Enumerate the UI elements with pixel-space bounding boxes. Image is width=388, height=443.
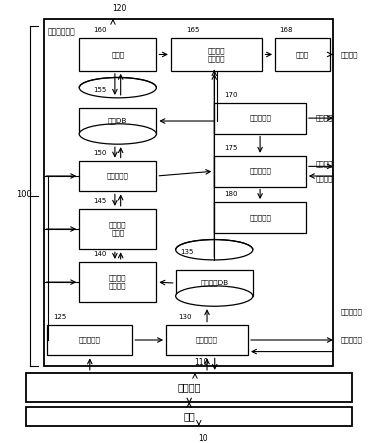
- Bar: [171, 38, 263, 71]
- Text: 提示部: 提示部: [296, 51, 309, 58]
- Ellipse shape: [79, 78, 156, 98]
- Text: 操作目标: 操作目标: [315, 115, 333, 121]
- Text: 模拟部: 模拟部: [111, 51, 124, 58]
- Text: 135: 135: [180, 249, 194, 255]
- Bar: [79, 108, 156, 134]
- Text: 候补DB: 候补DB: [108, 118, 128, 124]
- Text: 145: 145: [94, 198, 107, 204]
- Bar: [79, 160, 156, 191]
- Text: 155: 155: [94, 87, 107, 93]
- Text: 180: 180: [224, 191, 237, 197]
- Text: 异常性判断: 异常性判断: [341, 337, 362, 343]
- Ellipse shape: [79, 124, 156, 144]
- Text: 候补选择部: 候补选择部: [249, 168, 271, 175]
- Bar: [79, 209, 156, 249]
- Bar: [214, 202, 306, 233]
- Text: 设施: 设施: [183, 411, 195, 421]
- Text: 168: 168: [279, 27, 293, 33]
- Bar: [26, 407, 352, 426]
- Text: 125: 125: [53, 314, 66, 320]
- Text: 学习处理部: 学习处理部: [196, 337, 218, 343]
- Text: 10: 10: [198, 434, 208, 443]
- Text: 170: 170: [224, 92, 237, 98]
- Text: 控制辅助装置: 控制辅助装置: [47, 28, 75, 37]
- Text: 模拟异常
性推测部: 模拟异常 性推测部: [208, 47, 225, 62]
- Text: 结果输出: 结果输出: [341, 51, 358, 58]
- Text: 175: 175: [224, 145, 237, 151]
- Text: 异常性输出: 异常性输出: [341, 309, 362, 315]
- Text: 140: 140: [94, 251, 107, 257]
- Bar: [79, 262, 156, 303]
- Bar: [26, 373, 352, 402]
- Text: 候补输出: 候补输出: [315, 160, 333, 167]
- Bar: [176, 270, 253, 296]
- Text: 160: 160: [94, 27, 107, 33]
- Text: 130: 130: [178, 314, 192, 320]
- Bar: [47, 325, 132, 355]
- Bar: [275, 38, 330, 71]
- Text: 165: 165: [186, 27, 200, 33]
- Text: 数据取得部: 数据取得部: [79, 337, 101, 343]
- Ellipse shape: [176, 286, 253, 306]
- Bar: [43, 19, 333, 366]
- Text: 控制装置: 控制装置: [177, 382, 201, 392]
- Bar: [79, 38, 156, 71]
- Text: 目标取得部: 目标取得部: [249, 115, 271, 121]
- Text: 候补生成部: 候补生成部: [107, 173, 129, 179]
- Ellipse shape: [176, 240, 253, 260]
- Bar: [214, 156, 306, 187]
- Bar: [214, 103, 306, 133]
- Text: 主要原因
检测部: 主要原因 检测部: [109, 222, 126, 237]
- Bar: [166, 325, 248, 355]
- Text: 设施异常
性推测部: 设施异常 性推测部: [109, 275, 126, 289]
- Text: 110: 110: [194, 358, 208, 367]
- Text: 150: 150: [94, 150, 107, 156]
- Text: 120: 120: [112, 4, 126, 13]
- Text: 选择输入: 选择输入: [315, 175, 333, 182]
- Text: 100: 100: [17, 190, 32, 199]
- Text: 推测模型DB: 推测模型DB: [200, 280, 228, 286]
- Text: 控制指示部: 控制指示部: [249, 214, 271, 221]
